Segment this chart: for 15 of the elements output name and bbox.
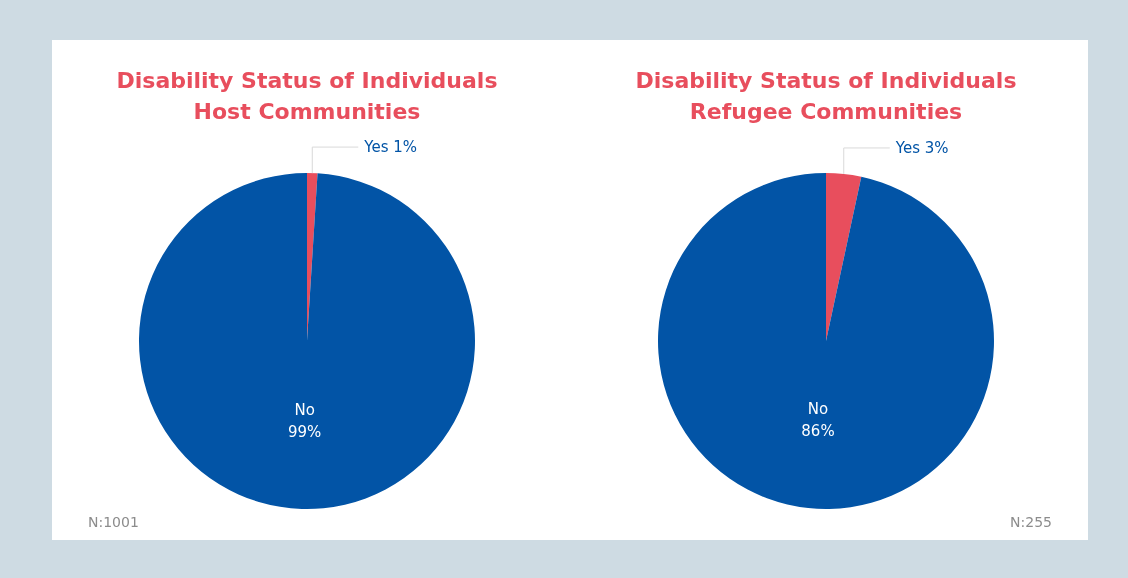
chart-title: Disability Status of Individuals: [635, 68, 1017, 93]
slice-label: Yes 1%: [363, 138, 418, 157]
pie-slice: [139, 173, 475, 509]
slice-label: No: [807, 400, 829, 419]
chart-title: Disability Status of Individuals: [116, 68, 498, 93]
text: N:255: [1010, 514, 1052, 530]
slice-label: Yes 3%: [894, 138, 949, 157]
pie-slice: [658, 173, 994, 509]
slice-label: No: [294, 400, 315, 419]
data-label: 99%: [287, 422, 322, 441]
text: N:1001: [88, 514, 139, 530]
pie-slice: [826, 173, 862, 341]
chart-subtitle: Host Communities: [193, 99, 421, 124]
chart-subtitle: Refugee Communities: [689, 99, 963, 124]
data-label: 86%: [801, 422, 835, 441]
